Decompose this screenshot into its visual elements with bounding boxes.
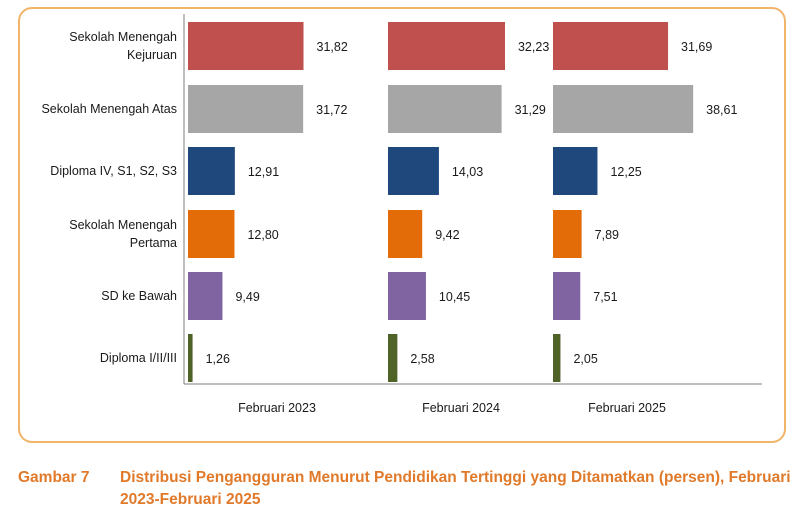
panel-label: Februari 2023 [238,401,316,415]
data-label: 10,45 [439,290,470,304]
bar [553,85,694,133]
data-label: 14,03 [452,165,483,179]
category-label: Pertama [130,236,177,250]
bar [553,147,598,195]
bar [388,334,398,382]
chart-frame [18,7,786,443]
data-label: 9,42 [435,228,459,242]
category-label: SD ke Bawah [101,289,177,303]
data-label: 9,49 [235,290,259,304]
caption-title: Distribusi Pengangguran Menurut Pendidik… [120,469,791,508]
data-label: 31,82 [317,40,348,54]
bar [388,147,439,195]
data-label: 31,72 [316,103,347,117]
bar [388,85,502,133]
data-label: 31,29 [515,103,546,117]
data-label: 12,91 [248,165,279,179]
bar-chart: Sekolah Menengah Kejuruan Sekolah Menengah… [41,14,762,415]
data-label: 7,51 [593,290,617,304]
data-label: 1,26 [206,352,230,366]
data-label: 2,05 [573,352,597,366]
bar [188,334,193,382]
data-label: 32,23 [518,40,549,54]
bar [553,210,582,258]
category-label: Diploma IV, S1, S2, S3 [50,164,177,178]
data-label: 2,58 [410,352,434,366]
category-label: Sekolah Menengah [69,218,177,232]
category-label: Sekolah Menengah [69,30,177,44]
category-label: Kejuruan [127,48,177,62]
data-label: 38,61 [706,103,737,117]
bar [188,272,223,320]
panel-label: Februari 2025 [588,401,666,415]
caption-number: Gambar 7 [18,469,90,486]
category-label: Sekolah Menengah Atas [41,102,177,116]
data-label: 31,69 [681,40,712,54]
figure-caption: Gambar 7 Distribusi Pengangguran Menurut… [18,467,798,511]
bar [388,272,426,320]
bar [553,272,581,320]
bar [388,22,505,70]
panel-label: Februari 2024 [422,401,500,415]
bar [188,85,304,133]
bar [188,22,304,70]
category-label: Diploma I/II/III [100,351,177,365]
data-label: 12,25 [610,165,641,179]
bar [188,147,235,195]
bar [188,210,235,258]
data-label: 7,89 [595,228,619,242]
data-label: 12,80 [247,228,278,242]
bar [553,22,669,70]
bar [388,210,423,258]
bar [553,334,561,382]
